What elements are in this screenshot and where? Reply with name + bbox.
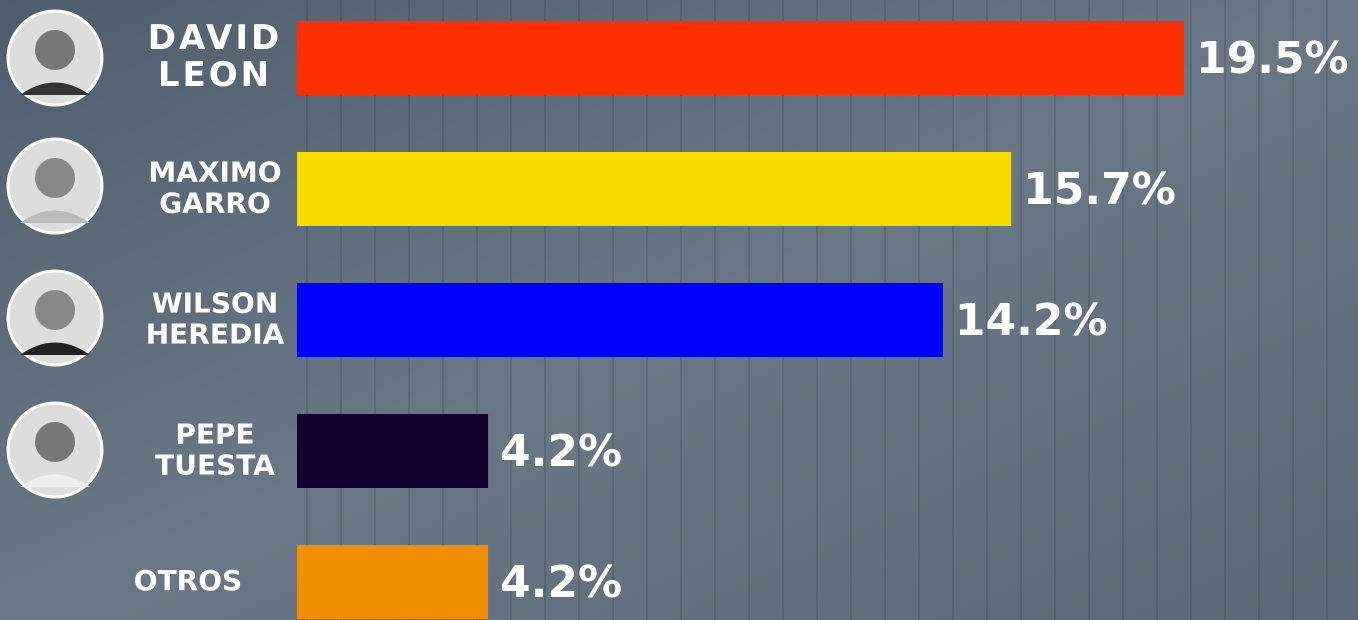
bar xyxy=(297,414,489,488)
category-label: PEPE xyxy=(175,418,254,451)
photos xyxy=(6,9,104,499)
bar xyxy=(297,152,1012,226)
bar xyxy=(297,283,943,357)
bar xyxy=(297,21,1184,95)
category-label: GARRO xyxy=(159,186,271,219)
photo xyxy=(6,269,104,367)
photo xyxy=(6,9,104,107)
photo xyxy=(6,401,104,499)
value-label: 15.7% xyxy=(1023,164,1176,215)
category-label: TUESTA xyxy=(155,448,275,481)
category-label: MAXIMO xyxy=(148,156,281,189)
value-label: 4.2% xyxy=(500,426,622,477)
value-label: 19.5% xyxy=(1196,33,1349,84)
category-label: HEREDIA xyxy=(146,317,285,350)
category-label: LEON xyxy=(158,55,272,95)
category-label: OTROS xyxy=(134,564,242,597)
photo xyxy=(6,137,104,235)
value-label: 4.2% xyxy=(500,557,622,608)
category-label: WILSON xyxy=(152,287,279,320)
category-label: DAVID xyxy=(148,18,282,58)
bar xyxy=(297,545,489,619)
value-label: 14.2% xyxy=(955,295,1108,346)
